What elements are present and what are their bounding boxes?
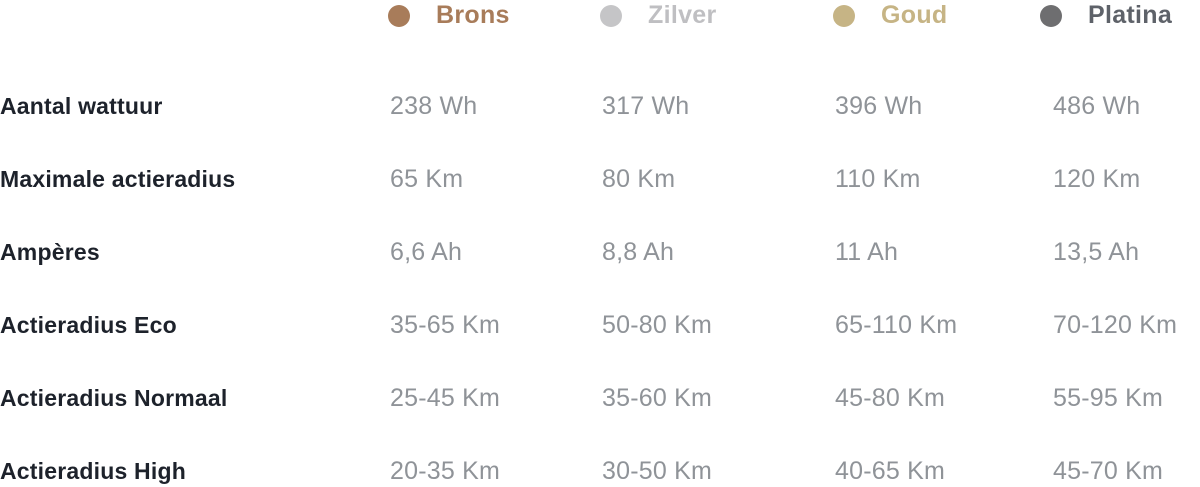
spec-value-zilver: 35-60 Km bbox=[602, 384, 712, 412]
row-label: Maximale actieradius bbox=[0, 166, 236, 192]
spec-row-aantal-wattuur: Aantal wattuur 238 Wh 317 Wh 396 Wh 486 … bbox=[0, 70, 1200, 143]
platina-dot-icon bbox=[1040, 4, 1062, 27]
spec-value-platina: 486 Wh bbox=[1053, 92, 1141, 120]
brons-dot-icon bbox=[388, 4, 410, 27]
spec-value-zilver: 30-50 Km bbox=[602, 457, 712, 485]
tier-label-zilver: Zilver bbox=[648, 1, 717, 29]
spec-value-platina: 13,5 Ah bbox=[1053, 238, 1140, 266]
spec-value-zilver: 50-80 Km bbox=[602, 311, 712, 339]
spec-row-maximale-actieradius: Maximale actieradius 65 Km 80 Km 110 Km … bbox=[0, 143, 1200, 216]
spec-value-brons: 238 Wh bbox=[390, 92, 478, 120]
spec-row-actieradius-normaal: Actieradius Normaal 25-45 Km 35-60 Km 45… bbox=[0, 362, 1200, 435]
tier-header-zilver: Zilver bbox=[600, 1, 833, 30]
zilver-dot-icon bbox=[600, 4, 622, 27]
spec-rows: Aantal wattuur 238 Wh 317 Wh 396 Wh 486 … bbox=[0, 70, 1200, 487]
tier-label-platina: Platina bbox=[1088, 1, 1173, 29]
goud-dot-icon bbox=[833, 4, 855, 27]
spec-value-zilver: 8,8 Ah bbox=[602, 238, 675, 266]
spec-value-goud: 45-80 Km bbox=[835, 384, 945, 412]
tier-header-goud: Goud bbox=[833, 1, 1040, 30]
spec-value-goud: 396 Wh bbox=[835, 92, 923, 120]
spec-value-brons: 6,6 Ah bbox=[390, 238, 463, 266]
row-label: Ampères bbox=[0, 239, 100, 265]
spec-value-brons: 20-35 Km bbox=[390, 457, 500, 485]
tier-legend-row: Brons Zilver Goud Platina bbox=[0, 1, 1200, 30]
spec-row-actieradius-high: Actieradius High 20-35 Km 30-50 Km 40-65… bbox=[0, 435, 1200, 487]
spec-value-goud: 110 Km bbox=[835, 165, 921, 193]
tier-label-goud: Goud bbox=[881, 1, 948, 29]
spec-row-actieradius-eco: Actieradius Eco 35-65 Km 50-80 Km 65-110… bbox=[0, 289, 1200, 362]
spec-value-platina: 45-70 Km bbox=[1053, 457, 1163, 485]
spec-value-platina: 70-120 Km bbox=[1053, 311, 1178, 339]
row-label: Actieradius High bbox=[0, 458, 186, 484]
spec-value-zilver: 317 Wh bbox=[602, 92, 690, 120]
spec-value-zilver: 80 Km bbox=[602, 165, 676, 193]
tier-header-brons: Brons bbox=[388, 1, 600, 30]
spec-value-goud: 40-65 Km bbox=[835, 457, 945, 485]
row-label: Actieradius Eco bbox=[0, 312, 177, 338]
spec-value-goud: 65-110 Km bbox=[835, 311, 958, 339]
tier-label-brons: Brons bbox=[436, 1, 510, 29]
spec-value-brons: 35-65 Km bbox=[390, 311, 500, 339]
spec-value-platina: 120 Km bbox=[1053, 165, 1141, 193]
spec-value-brons: 25-45 Km bbox=[390, 384, 500, 412]
spec-row-amperes: Ampères 6,6 Ah 8,8 Ah 11 Ah 13,5 Ah bbox=[0, 216, 1200, 289]
spec-value-platina: 55-95 Km bbox=[1053, 384, 1163, 412]
spec-value-goud: 11 Ah bbox=[835, 238, 899, 266]
spec-value-brons: 65 Km bbox=[390, 165, 464, 193]
tier-header-platina: Platina bbox=[1040, 1, 1200, 30]
row-label: Aantal wattuur bbox=[0, 93, 163, 119]
row-label: Actieradius Normaal bbox=[0, 385, 228, 411]
